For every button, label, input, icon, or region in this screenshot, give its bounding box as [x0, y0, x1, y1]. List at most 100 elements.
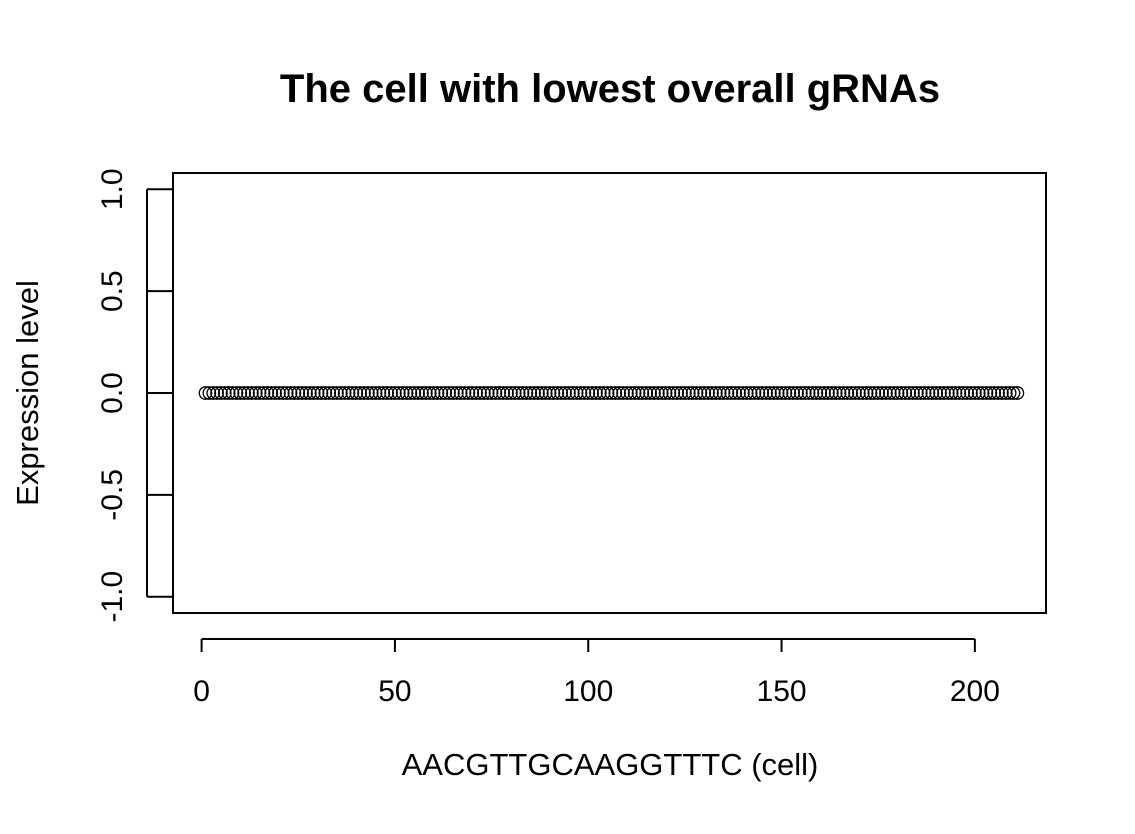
data-point: [755, 386, 770, 400]
data-point: [886, 386, 901, 400]
data-point: [794, 386, 808, 400]
data-point: [635, 386, 650, 400]
data-point: [681, 386, 696, 400]
data-point: [620, 386, 634, 400]
data-point: [457, 386, 472, 400]
data-point: [237, 386, 251, 400]
data-point: [964, 386, 978, 400]
data-point: [341, 386, 356, 400]
data-point: [906, 386, 920, 400]
data-point: [210, 386, 224, 400]
data-point: [577, 386, 592, 400]
data-point: [384, 386, 398, 400]
data-point: [326, 386, 340, 400]
data-point: [214, 386, 228, 400]
data-point: [832, 386, 847, 400]
x-axis-label: AACGTTGCAAGGTTTC (cell): [402, 747, 819, 782]
data-point: [581, 386, 596, 400]
data-point: [902, 386, 916, 400]
data-point: [817, 386, 831, 400]
data-point: [461, 386, 476, 400]
data-point: [693, 386, 708, 400]
data-point: [585, 386, 599, 400]
x-tick-label: 0: [193, 675, 210, 708]
x-tick-label: 200: [950, 675, 1000, 708]
data-point: [720, 386, 735, 400]
data-point: [515, 386, 530, 400]
data-point: [264, 386, 279, 400]
data-point: [589, 386, 603, 400]
data-point: [449, 386, 464, 400]
data-point: [782, 386, 797, 400]
data-point: [948, 386, 963, 400]
data-point: [500, 386, 514, 400]
data-point: [701, 386, 715, 400]
data-point: [368, 386, 383, 400]
data-point: [573, 386, 588, 400]
data-point: [337, 386, 352, 400]
data-point: [229, 386, 244, 400]
data-point: [473, 386, 487, 400]
data-point: [824, 386, 839, 400]
data-point: [828, 386, 843, 400]
data-point: [419, 386, 433, 400]
data-point: [364, 386, 379, 400]
data-point: [252, 386, 267, 400]
data-point: [732, 386, 746, 400]
data-point: [546, 386, 561, 400]
data-point: [434, 386, 449, 400]
data-point: [453, 386, 468, 400]
data-point: [944, 386, 959, 400]
data-point: [446, 386, 460, 400]
y-axis-label: Expression level: [10, 280, 45, 506]
data-point: [415, 386, 429, 400]
data-point: [751, 386, 766, 400]
data-point: [759, 386, 773, 400]
data-point: [260, 386, 275, 400]
data-point: [871, 386, 886, 400]
data-point: [836, 386, 851, 400]
data-point: [631, 386, 646, 400]
y-tick-label: -0.5: [96, 469, 129, 521]
data-point: [357, 386, 371, 400]
data-point: [426, 386, 441, 400]
data-point: [592, 386, 607, 400]
x-tick-label: 100: [563, 675, 613, 708]
data-point: [554, 386, 569, 400]
data-point: [407, 386, 422, 400]
data-point: [848, 386, 862, 400]
data-point: [430, 386, 445, 400]
data-point: [542, 386, 557, 400]
data-point: [983, 386, 998, 400]
data-point: [608, 386, 623, 400]
data-point: [797, 386, 812, 400]
data-point: [987, 386, 1002, 400]
data-point: [1002, 386, 1017, 400]
data-point: [716, 386, 731, 400]
data-point: [968, 386, 982, 400]
data-point: [241, 386, 255, 400]
data-point: [272, 386, 286, 400]
data-point: [492, 386, 507, 400]
data-point: [678, 386, 692, 400]
data-point: [809, 386, 824, 400]
data-point: [245, 386, 259, 400]
data-point: [268, 386, 282, 400]
data-point: [766, 386, 781, 400]
data-point: [469, 386, 483, 400]
data-point: [712, 386, 727, 400]
data-point: [399, 386, 414, 400]
data-point: [279, 386, 294, 400]
data-point: [890, 386, 905, 400]
data-point: [306, 386, 321, 400]
data-point: [697, 386, 712, 400]
data-point: [813, 386, 828, 400]
data-point: [786, 386, 800, 400]
data-point: [291, 386, 306, 400]
data-point: [705, 386, 719, 400]
data-point: [206, 386, 221, 400]
data-point: [596, 386, 611, 400]
data-point: [998, 386, 1013, 400]
